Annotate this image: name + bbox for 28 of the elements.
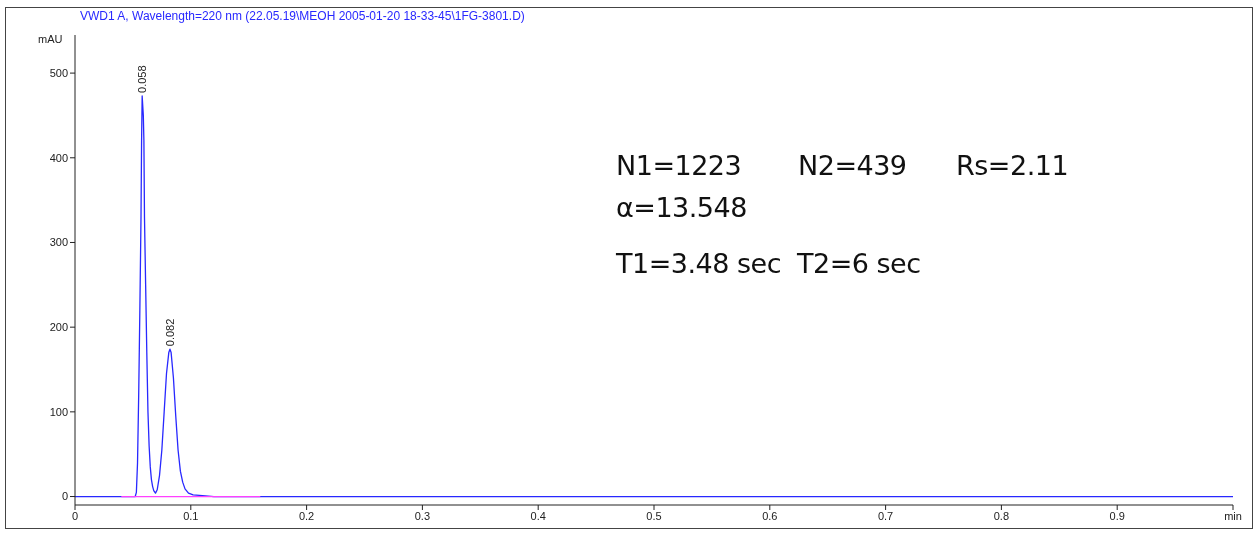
x-tick-label: 0.3 [414, 509, 431, 522]
y-tick-label: 500 [49, 67, 68, 80]
annotation: Rs=2.11 [956, 150, 1069, 181]
line-series [75, 95, 1233, 498]
x-tick-label: 0 [71, 509, 79, 522]
chart-title: VWD1 A, Wavelength=220 nm (22.05.19\MEOH 2005-01-20 18-33-45\1FG-3801.D) [80, 9, 525, 23]
x-tick-label: 0.5 [646, 509, 662, 522]
y-axis-title: mAU [38, 33, 63, 45]
x-tick-label: 0.2 [298, 509, 315, 522]
y-tick-label: 300 [49, 236, 68, 249]
annotation: N2=439 [798, 150, 907, 181]
y-tick-label: 0 [61, 490, 68, 503]
x-tick-label: 0.8 [993, 509, 1010, 522]
y-tick-label: 400 [49, 151, 68, 164]
x-tick-label: 0.7 [877, 509, 894, 522]
annotation: 0.082 [163, 318, 176, 347]
x-tick-label: 0.9 [1109, 509, 1125, 522]
x-tick-label: 0.6 [762, 509, 778, 522]
annotation: α=13.548 [616, 192, 747, 223]
annotation: N1=1223 [616, 150, 742, 181]
x-tick-label: 0.1 [183, 509, 199, 522]
x-tick-label: 0.4 [530, 509, 546, 522]
annotation: 0.058 [136, 65, 149, 93]
y-tick-label: 100 [49, 405, 68, 418]
y-tick-label: 200 [49, 321, 68, 334]
x-tick-label: min [1224, 509, 1242, 522]
annotation: T2=6 sec [797, 248, 921, 279]
annotation: T1=3.48 sec [616, 248, 782, 279]
